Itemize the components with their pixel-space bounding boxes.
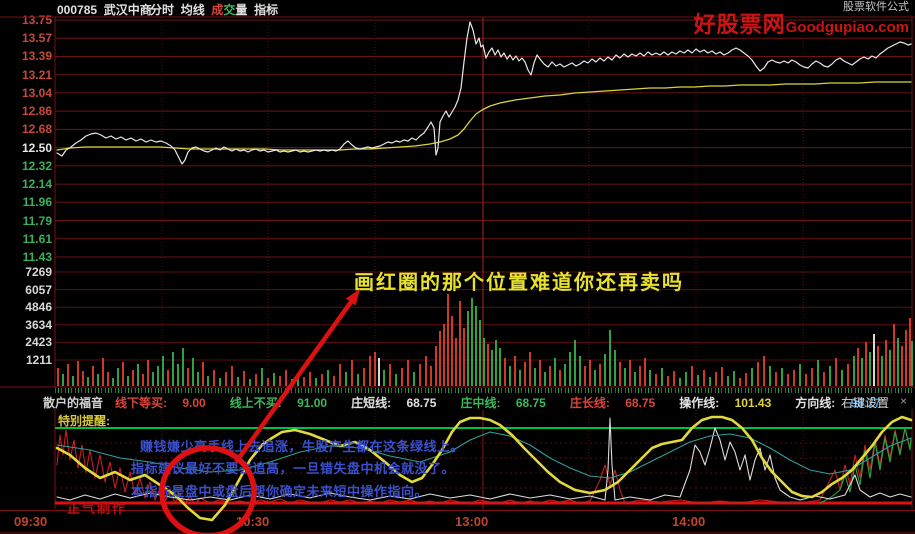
indicator-maker-label: 正气制作 [67,501,128,516]
volume-axis-label: 6057 [25,282,52,297]
watermark-tagline: 股票软件公式 [843,1,909,13]
annotation-arrowhead [345,289,360,306]
price-axis-label: 11.79 [22,213,52,228]
volume-axis-label: 7269 [25,265,52,279]
indicator-field-方向线: 方向线: 96.77 [795,396,881,410]
chart-menu: 分时 均线 成交量 指标 [150,1,285,18]
price-axis-label: 12.86 [21,104,52,119]
annotation-arrow [234,300,353,464]
close-icon[interactable]: × [899,394,907,408]
indicator-title: 散户的福音 [43,396,104,410]
time-axis-label: 09:30 [14,514,48,529]
price-axis-label: 12.14 [21,177,52,192]
volume-axis-label: 3634 [25,317,52,332]
price-axis-label: 11.61 [22,231,52,246]
time-axis-label: 14:00 [672,514,706,529]
special-reminder-label: 特别提醒: [58,414,110,428]
volume-axis-label: 2423 [25,335,52,350]
price-axis-label: 12.50 [21,140,52,155]
indicator-field-庄长线: 庄长线: 68.75 [569,396,656,410]
site-watermark: 股票软件公式 好股票网Goodgupiao.com [694,2,909,36]
price-axis-label: 11.43 [22,249,52,264]
red-circle-annotation [159,445,257,534]
price-axis-label: 12.32 [21,158,52,173]
indicator-field-线上不买: 线上不买: 91.00 [229,396,328,410]
menu-item-均线[interactable]: 均线 [180,3,205,17]
price-axis-label: 13.39 [21,49,52,64]
annotation-text: 画红圈的那个位置难道你还再卖吗 [354,272,684,294]
indicator-header-bar: 散户的福音 线下等买: 9.00 线上不买: 91.00 庄短线: 68.75 庄中线:… [0,388,915,411]
price-axis-label: 11.96 [22,195,52,210]
promo-text-line: 本指标是盘中或盘后帮你确定未来短中操作指向。 [131,484,429,499]
price-axis-label: 13.57 [21,31,52,46]
top-menu-bar: 000785 武汉中商 分时 均线 成交量 指标 [0,0,915,17]
indicator-field-庄短线: 庄短线: 68.75 [351,396,437,410]
promo-text-line: 指标建议最好不要去追高，一旦错失盘中机会就没了。 [131,461,456,476]
right-click-settings-button[interactable]: 右键设置 [840,396,889,410]
indicator-values-row: 散户的福音 线下等买: 9.00 线上不买: 91.00 庄短线: 68.75 庄中线:… [43,394,905,411]
price-axis-label: 13.21 [21,67,52,82]
indicator-field-操作线: 操作线: 101.43 [679,396,772,410]
volume-axis-label: 1211 [25,353,52,367]
menu-item-分时[interactable]: 分时 [150,3,175,17]
watermark-site-url: Goodgupiao.com [785,19,909,36]
price-axis-label: 12.68 [21,122,52,137]
tick-strip [55,388,913,393]
indicator-field-线下等买: 线下等买: 9.00 [115,396,206,410]
stock-code: 000785 [57,3,98,17]
time-axis-label: 13:00 [455,514,489,529]
price-axis-label: 13.04 [21,85,52,100]
menu-item-指标[interactable]: 指标 [254,3,279,17]
menu-item-成交量[interactable]: 成交量 [211,3,248,17]
volume-axis-label: 4846 [25,300,52,315]
stock-name: 武汉中商 [103,3,152,17]
watermark-site-name: 好股票网 [693,12,786,37]
stock-title: 000785 武汉中商 [57,1,152,18]
indicator-field-庄中线: 庄中线: 68.75 [460,396,546,410]
